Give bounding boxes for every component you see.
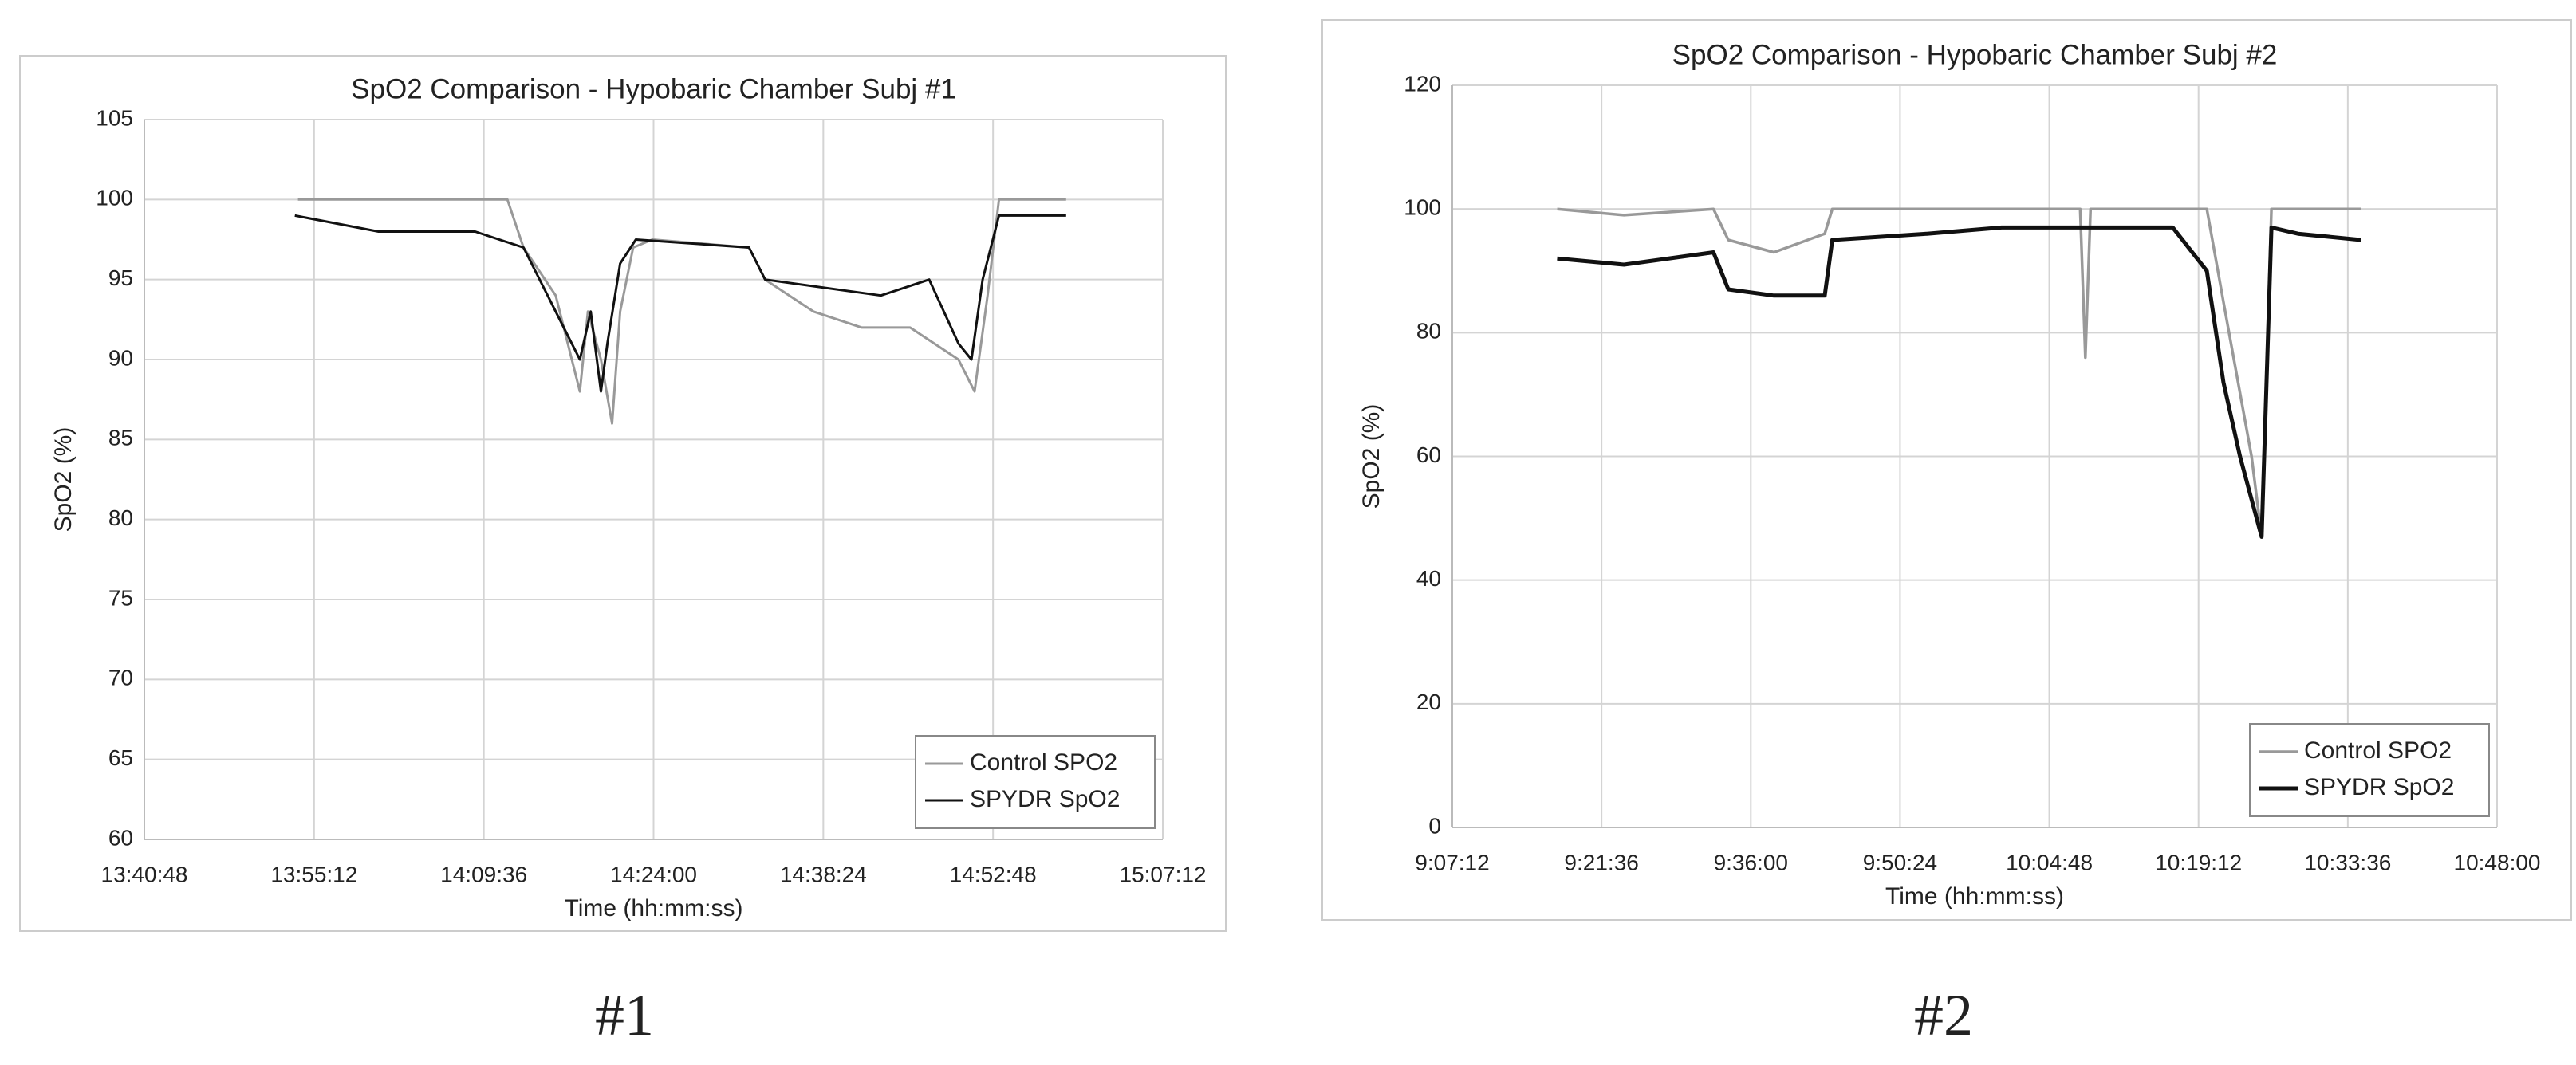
data-line [294, 214, 1066, 393]
x-axis-title: Time (hh:mm:ss) [565, 895, 743, 922]
y-tick-label: 0 [1428, 813, 1441, 838]
legend-box [915, 735, 1156, 829]
legend-label: SPYDR SpO2 [2304, 774, 2454, 800]
y-tick-label: 75 [108, 585, 133, 610]
y-axis-title: SpO2 (%) [50, 427, 77, 532]
y-tick-label: 60 [108, 825, 133, 850]
y-tick-label: 85 [108, 426, 133, 450]
y-tick-label: 120 [1404, 71, 1441, 96]
caption: #2 [1914, 983, 1973, 1048]
y-tick-label: 20 [1416, 690, 1441, 714]
x-tick-label: 9:36:00 [1714, 850, 1788, 874]
x-tick-label: 9:50:24 [1863, 850, 1937, 874]
legend-box [2249, 723, 2490, 817]
chart: SpO2 Comparison - Hypobaric Chamber Subj… [1321, 19, 2572, 921]
legend-label: Control SPO2 [2304, 737, 2452, 764]
x-tick-label: 15:07:12 [1120, 862, 1207, 886]
x-tick-label: 13:40:48 [101, 862, 188, 886]
chart-title: SpO2 Comparison - Hypobaric Chamber Subj… [351, 73, 956, 104]
y-tick-label: 80 [1416, 319, 1441, 344]
x-tick-label: 9:21:36 [1564, 850, 1638, 874]
y-tick-label: 100 [96, 186, 133, 210]
x-tick-label: 14:24:00 [610, 862, 697, 886]
data-line [1557, 225, 2361, 539]
y-tick-label: 105 [96, 105, 133, 130]
y-tick-label: 95 [108, 265, 133, 290]
data-line [1557, 207, 2361, 539]
x-tick-label: 10:19:12 [2155, 850, 2242, 874]
chart: SpO2 Comparison - Hypobaric Chamber Subj… [19, 55, 1227, 932]
y-tick-label: 60 [1416, 442, 1441, 467]
x-tick-label: 10:33:36 [2304, 850, 2391, 874]
x-tick-label: 10:48:00 [2454, 850, 2541, 874]
caption: #1 [595, 983, 654, 1048]
x-tick-label: 14:09:36 [440, 862, 527, 886]
y-tick-label: 90 [108, 345, 133, 370]
legend-label: Control SPO2 [970, 749, 1117, 776]
x-tick-label: 10:04:48 [2006, 850, 2093, 874]
y-axis-title: SpO2 (%) [1358, 404, 1385, 509]
y-tick-label: 40 [1416, 566, 1441, 591]
legend-label: SPYDR SpO2 [970, 786, 1120, 812]
y-tick-label: 65 [108, 745, 133, 770]
x-tick-label: 9:07:12 [1415, 850, 1489, 874]
x-axis-title: Time (hh:mm:ss) [1885, 883, 2064, 910]
x-tick-label: 13:55:12 [270, 862, 357, 886]
y-tick-label: 80 [108, 505, 133, 530]
y-tick-label: 70 [108, 666, 133, 690]
y-tick-label: 100 [1404, 195, 1441, 220]
x-tick-label: 14:38:24 [780, 862, 867, 886]
chart-title: SpO2 Comparison - Hypobaric Chamber Subj… [1672, 39, 2278, 70]
x-tick-label: 14:52:48 [950, 862, 1037, 886]
